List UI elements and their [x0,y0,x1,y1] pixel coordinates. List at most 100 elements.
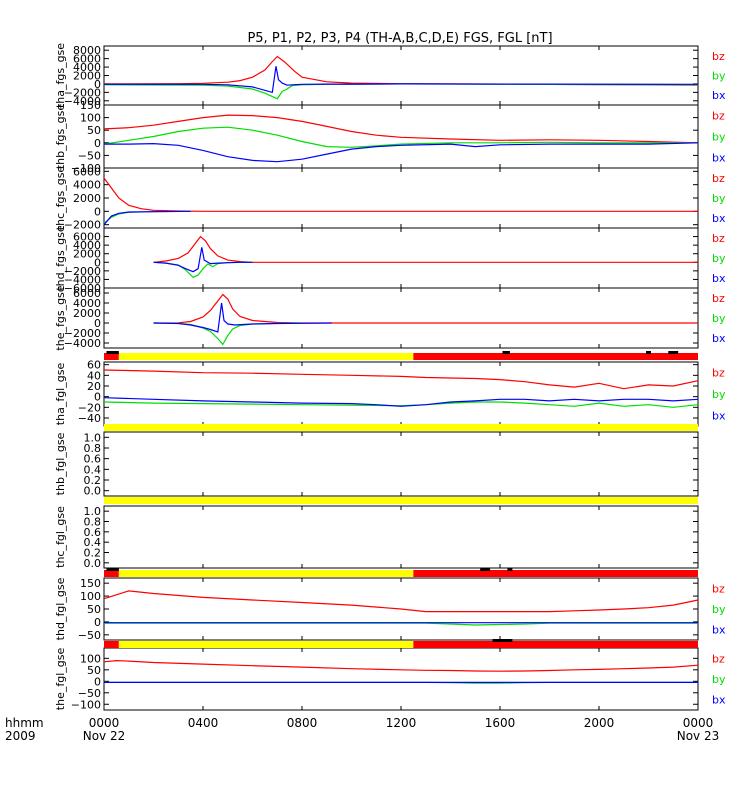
time-tick-label: 1600 [485,716,516,730]
status-bar-segment [104,641,119,648]
series-bx-line [103,397,699,407]
time-tick-label: 0000 [89,716,120,730]
ytick-label: 50 [87,603,101,616]
status-bar-mark [480,568,491,571]
ytick-label: 0 [94,391,101,404]
status-bar-segment [104,353,119,360]
status-bar-segment [104,424,698,431]
series-bx-line [103,210,191,226]
series-bz-line [153,293,698,324]
panel-frame [103,287,699,349]
series-by-line [153,322,303,346]
ytick-label: 20 [87,380,101,393]
status-bar-mark [106,568,119,571]
ytick-label: 2000 [73,248,101,261]
status-bar-mark [502,351,510,354]
panel-frame [103,104,699,169]
legend-by: by [712,673,726,686]
ylabel: thb_fgl_gse [54,432,67,495]
legend-bz: bz [712,50,725,63]
legend-bx: bx [712,152,726,165]
ytick-label: 50 [87,124,101,137]
panel-frame [103,647,699,711]
time-tick-date: Nov 23 [677,729,720,743]
plot-title: P5, P1, P2, P3, P4 (TH-A,B,C,D,E) FGS, F… [247,31,552,46]
ylabel: thc_fgs_gse [54,166,67,231]
ytick-label: 0.8 [84,442,102,455]
time-tick-label: 1200 [386,716,417,730]
time-tick-label: 0800 [287,716,318,730]
ytick-label: 8000 [73,44,101,57]
series-bx-line [104,66,699,94]
status-bar [104,424,698,431]
ytick-label: 0.8 [84,516,102,529]
ytick-label: −100 [71,698,101,711]
ytick-label: 0 [94,256,101,269]
ytick-label: 60 [87,359,101,372]
ytick-label: 0 [94,317,101,330]
ytick-label: −2000 [64,219,101,232]
ytick-label: 4000 [73,179,101,192]
series-by-line [103,210,191,224]
legend-bx: bx [712,409,726,422]
ytick-label: 40 [87,369,101,382]
ytick-label: 4000 [73,61,101,74]
ytick-label: 50 [87,664,101,677]
legend-by: by [712,70,726,83]
time-axis-label-bottom: 2009 [5,729,36,743]
ytick-label: 4000 [73,297,101,310]
status-bar [104,351,698,360]
panel-frame [103,361,699,427]
time-tick-label: 0000 [683,716,714,730]
ytick-label: −2000 [64,265,101,278]
ytick-label: 100 [80,652,101,665]
series-by-line [153,261,253,279]
panel-thb_fgl_gse: 1.00.80.60.40.20.0 thb_fgl_gse [54,431,699,498]
series-bz-line [103,55,699,86]
ytick-label: −20 [78,401,101,414]
series-bz-line [103,369,699,390]
series-by-line [103,83,699,100]
legend-by: by [712,131,726,144]
ytick-label: 6000 [73,231,101,244]
series-bz-line [103,177,698,212]
legend-by: by [712,252,726,265]
ytick-label: 0.2 [84,474,102,487]
ytick-label: −40 [78,412,101,425]
ytick-label: 0 [94,137,101,150]
status-bar-segment [118,353,414,360]
panel-frame [103,227,699,289]
ytick-label: 0 [94,675,101,688]
status-bar-segment [118,641,414,648]
ytick-label: −50 [78,687,101,700]
ytick-label: 1.0 [84,505,102,518]
ytick-label: −4000 [64,273,101,286]
ytick-label: 1.0 [84,431,102,444]
time-tick-date: Nov 22 [83,729,126,743]
legend-by: by [712,388,726,401]
legend-bz: bz [712,582,725,595]
panel-thc_fgl_gse: 1.00.80.60.40.20.0 thc_fgl_gse [54,505,699,570]
legend-bx: bx [712,212,726,225]
legend-bz: bz [712,110,725,123]
legend-bz: bz [712,367,725,380]
panel-frame [103,167,699,229]
status-bar-mark [492,639,513,642]
series-by-line [103,126,698,148]
series-bz-line [153,235,698,263]
legend-bz: bz [712,232,725,245]
status-bar-segment [104,570,119,577]
ytick-label: −50 [78,629,101,642]
ytick-label: 150 [80,577,101,590]
series-bx-line [153,302,332,333]
